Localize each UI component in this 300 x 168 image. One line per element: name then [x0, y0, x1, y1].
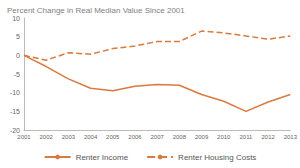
- svg-text:Percent Change in Real Median: Percent Change in Real Median Value Sinc…: [7, 6, 185, 15]
- svg-text:-10: -10: [10, 89, 20, 96]
- svg-text:2006: 2006: [128, 134, 142, 140]
- svg-text:Renter Income: Renter Income: [76, 153, 129, 162]
- svg-text:2005: 2005: [106, 134, 120, 140]
- svg-text:Renter Housing Costs: Renter Housing Costs: [178, 153, 256, 162]
- svg-text:2002: 2002: [40, 134, 54, 140]
- svg-text:2009: 2009: [195, 134, 209, 140]
- svg-text:2003: 2003: [62, 134, 76, 140]
- svg-text:2007: 2007: [150, 134, 164, 140]
- svg-text:0: 0: [16, 52, 20, 59]
- svg-text:5: 5: [16, 33, 20, 40]
- svg-text:2004: 2004: [84, 134, 98, 140]
- svg-text:2008: 2008: [173, 134, 187, 140]
- svg-text:2010: 2010: [217, 134, 231, 140]
- svg-text:10: 10: [12, 15, 20, 22]
- svg-text:2013: 2013: [284, 134, 298, 140]
- svg-text:-15: -15: [10, 108, 20, 115]
- svg-text:2012: 2012: [261, 134, 275, 140]
- svg-text:2001: 2001: [17, 134, 31, 140]
- svg-text:2011: 2011: [239, 134, 253, 140]
- svg-text:-20: -20: [10, 127, 20, 134]
- svg-text:-5: -5: [14, 71, 20, 78]
